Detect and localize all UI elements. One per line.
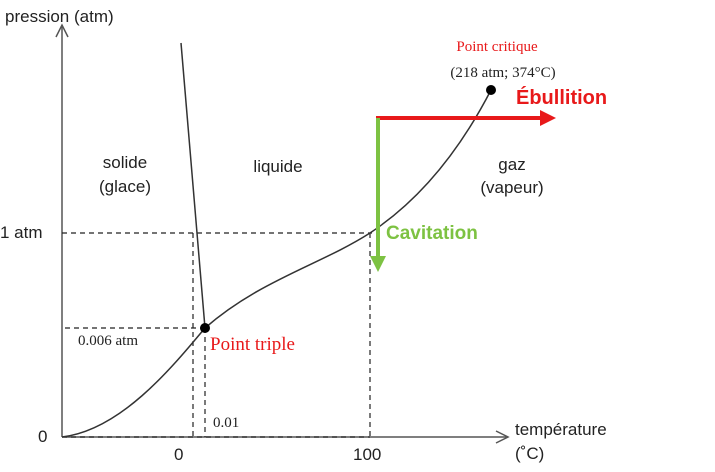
triple-label: Point triple (210, 334, 295, 355)
y-tick-label: 0.006 atm (78, 333, 138, 349)
triple-point (200, 323, 210, 333)
x-tick-label: 0.01 (213, 415, 239, 431)
critical-point (486, 85, 496, 95)
boiling-label: Ébullition (516, 86, 607, 109)
region-label: liquide (253, 157, 302, 176)
y-axis-label: pression (atm) (5, 7, 114, 26)
y-tick-label: 0 (38, 427, 47, 446)
vaporization-curve (61, 89, 492, 438)
cavitation-arrow (370, 118, 386, 272)
region-label: (vapeur) (480, 178, 543, 197)
x-tick-label: 100 (353, 445, 381, 464)
region-label: solide (103, 153, 147, 172)
boiling-arrow (376, 110, 556, 126)
x-axis-unit: (˚C) (515, 444, 544, 463)
fusion-curve (180, 42, 206, 329)
critical-label: Point critique (456, 39, 538, 55)
region-label: (glace) (99, 177, 151, 196)
x-tick-label: 0 (174, 445, 183, 464)
region-label: gaz (498, 155, 525, 174)
critical-detail: (218 atm; 374°C) (450, 65, 555, 81)
x-axis-label: température (515, 420, 607, 439)
cavitation-label: Cavitation (386, 223, 478, 244)
guide-lines (62, 232, 372, 438)
y-tick-label: 1 atm (0, 223, 43, 242)
